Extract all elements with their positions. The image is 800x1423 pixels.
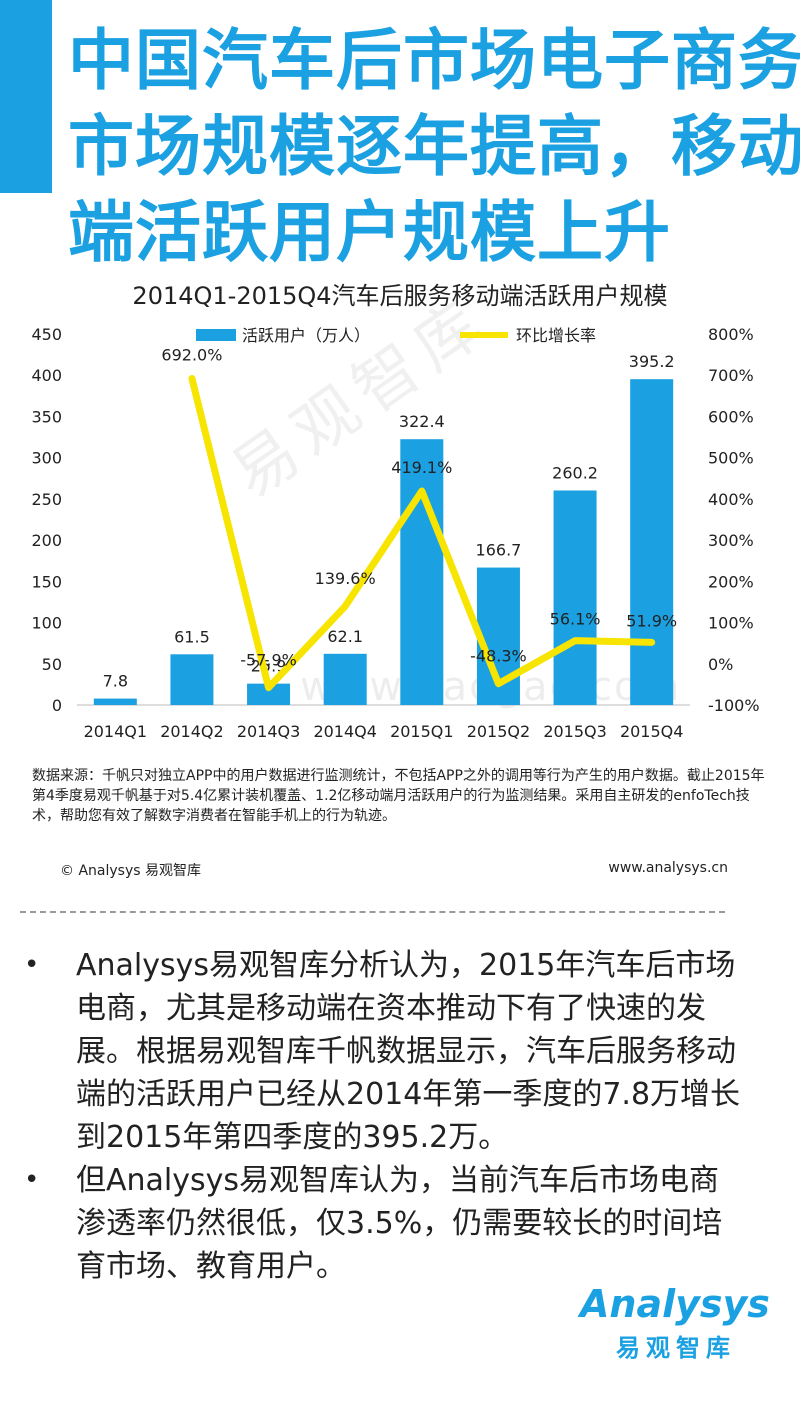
analysys-logo: Analysys 易观智库 (580, 1282, 785, 1367)
y-left-tick-label: 450 (31, 325, 62, 344)
bullet-icon: • (24, 1165, 40, 1195)
analysis-item: • 但Analysys易观智库认为，当前汽车后市场电商渗透率仍然很低，仅3.5%… (22, 1159, 742, 1288)
x-tick-label: 2015Q3 (543, 722, 607, 741)
y-right-tick-label: 200% (708, 572, 754, 591)
y-left-tick-label: 300 (31, 449, 62, 468)
y-left-tick-label: 50 (42, 655, 62, 674)
legend-line-label: 环比增长率 (516, 326, 596, 345)
line-value-label: 139.6% (315, 569, 376, 588)
copyright-text: © Analysys 易观智库 (60, 863, 201, 879)
line-value-label: 56.1% (550, 610, 601, 629)
line-value-label: 51.9% (626, 611, 677, 630)
line-value-label: -57.9% (240, 651, 297, 670)
line-value-label: -48.3% (470, 647, 527, 666)
line-value-label: 692.0% (161, 346, 222, 365)
x-tick-label: 2014Q3 (237, 722, 301, 741)
y-right-tick-label: 0% (708, 655, 733, 674)
x-tick-label: 2014Q1 (84, 722, 148, 741)
line-value-label: 419.1% (391, 458, 452, 477)
y-right-tick-label: 300% (708, 531, 754, 550)
bar (247, 683, 291, 705)
analysis-text: Analysys易观智库分析认为，2015年汽车后市场电商，尤其是移动端在资本推… (76, 948, 741, 1155)
y-right-tick-label: 500% (708, 449, 754, 468)
bar (553, 490, 597, 705)
y-right-tick-label: 400% (708, 490, 754, 509)
x-tick-label: 2015Q1 (390, 722, 454, 741)
bar-value-label: 322.4 (399, 412, 445, 431)
y-left-tick-label: 200 (31, 531, 62, 550)
y-right-tick-label: 800% (708, 325, 754, 344)
page-title-line: 端活跃用户规模上升 (68, 194, 671, 271)
combo-chart: 0 50 100 150 200 250 300 350 400 450 -100% 0% 100% 20… (31, 325, 760, 741)
title-accent-bar (0, 0, 52, 193)
bar-value-label: 166.7 (476, 541, 522, 560)
legend-bar-swatch (196, 329, 236, 341)
bar (170, 654, 214, 705)
x-tick-label: 2014Q2 (160, 722, 224, 741)
bar (93, 698, 137, 705)
x-tick-label: 2015Q4 (620, 722, 684, 741)
analysis-list: • Analysys易观智库分析认为，2015年汽车后市场电商，尤其是移动端在资… (22, 944, 742, 1288)
growth-rate-line (188, 375, 656, 692)
y-right-tick-label: 700% (708, 366, 754, 385)
legend-bar-label: 活跃用户（万人） (242, 326, 370, 345)
data-source-note: 数据来源：千帆只对独立APP中的用户数据进行监测统计，不包括APP之外的调用等行… (32, 768, 765, 824)
y-left-tick-label: 250 (31, 490, 62, 509)
y-left-tick-label: 350 (31, 407, 62, 426)
y-right-tick-label: 600% (708, 407, 754, 426)
section-divider (20, 911, 725, 913)
page-title-line: 市场规模逐年提高，移动 (68, 108, 800, 185)
y-left-tick-label: 400 (31, 366, 62, 385)
page-title-line: 中国汽车后市场电子商务 (68, 22, 800, 99)
y-right-tick-label: 100% (708, 614, 754, 633)
bar-value-label: 260.2 (552, 463, 598, 482)
logo-wordmark: Analysys (580, 1282, 770, 1326)
y-left-tick-label: 100 (31, 614, 62, 633)
x-tick-label: 2015Q2 (467, 722, 531, 741)
y-right-tick-label: -100% (708, 696, 760, 715)
y-left-tick-label: 150 (31, 572, 62, 591)
logo-chinese: 易观智库 (616, 1334, 736, 1362)
bar (400, 439, 444, 705)
page-title: 中国汽车后市场电子商务 市场规模逐年提高，移动 端活跃用户规模上升 (68, 18, 800, 276)
bar-value-label: 62.1 (327, 627, 363, 646)
website-link[interactable]: www.analysys.cn (608, 860, 728, 876)
bullet-icon: • (24, 950, 40, 980)
y-left-tick-label: 0 (52, 696, 62, 715)
chart-title: 2014Q1-2015Q4汽车后服务移动端活跃用户规模 (132, 282, 668, 310)
analysis-text: 但Analysys易观智库认为，当前汽车后市场电商渗透率仍然很低，仅3.5%，仍… (76, 1163, 723, 1284)
x-tick-label: 2014Q4 (313, 722, 377, 741)
analysis-item: • Analysys易观智库分析认为，2015年汽车后市场电商，尤其是移动端在资… (22, 944, 742, 1159)
bar-value-label: 395.2 (629, 352, 675, 371)
bar (630, 379, 674, 705)
bar-value-label: 61.5 (174, 627, 210, 646)
bar-value-label: 7.8 (103, 672, 128, 691)
bar (323, 653, 367, 705)
